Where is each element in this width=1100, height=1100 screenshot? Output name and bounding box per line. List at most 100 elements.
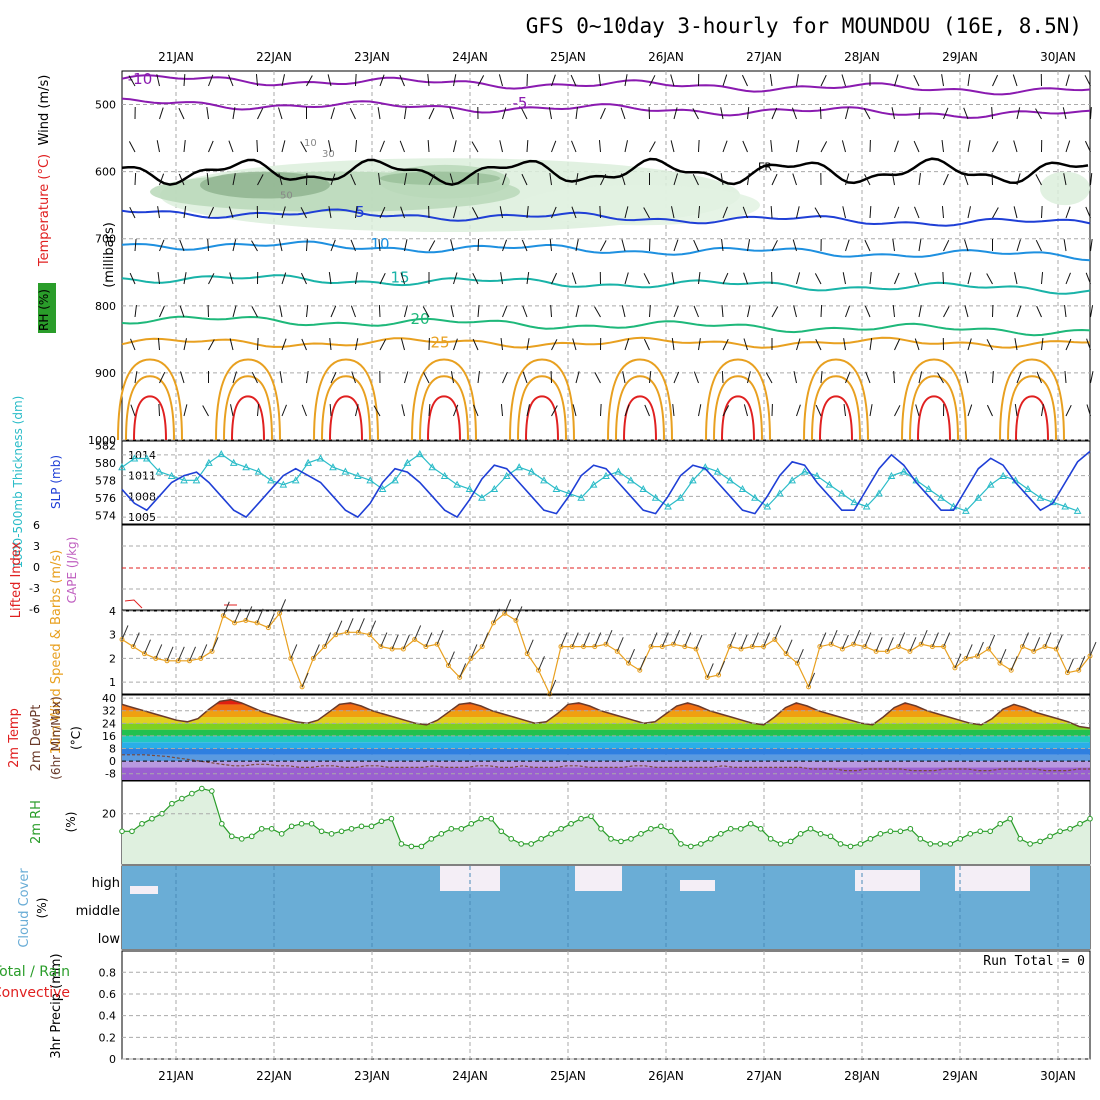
rh-point <box>668 828 674 835</box>
thickness-point <box>1061 502 1070 510</box>
wind-speed-point <box>1008 667 1014 673</box>
wind-barb <box>399 140 405 153</box>
rh-shading <box>520 185 760 226</box>
thickness-point <box>875 489 883 497</box>
wind-barb <box>815 338 822 351</box>
thickness-point <box>775 489 784 497</box>
thickness-point <box>626 476 635 484</box>
wind-barb <box>499 206 503 219</box>
wind-barb <box>1014 338 1018 351</box>
wind-barb <box>436 630 444 645</box>
surface-temp-contour <box>525 395 559 441</box>
wind-speed-point <box>626 660 632 666</box>
y-tick-label: 4 <box>109 605 116 618</box>
wind-barb <box>721 370 724 384</box>
date-label-bottom: 24JAN <box>452 1069 488 1083</box>
wind-barb <box>670 74 675 87</box>
surface-temp-contour <box>901 358 967 441</box>
rh-point <box>258 825 265 832</box>
surface-temp-contour <box>223 375 273 441</box>
wind-barb <box>257 404 260 417</box>
wind-barb <box>765 372 773 384</box>
wind-speed-point <box>355 629 361 635</box>
rh-point <box>388 815 395 822</box>
cloud-level-label: middle <box>76 904 120 919</box>
wind-barb <box>447 651 455 666</box>
wind-barb <box>575 239 579 252</box>
wind-barb <box>256 139 258 153</box>
wind-barb <box>134 172 137 186</box>
wind-barb <box>335 620 343 635</box>
cloud-unit-label: (%) <box>35 898 49 919</box>
wind-barb <box>769 74 773 87</box>
wind-barb <box>843 404 846 417</box>
wind-barb <box>693 305 699 318</box>
rh-point <box>268 825 275 832</box>
wind-barb <box>551 140 557 153</box>
wind-barb <box>571 272 577 285</box>
rh-point <box>1057 828 1063 835</box>
thickness-point <box>763 502 772 510</box>
wind-barb <box>886 637 894 652</box>
wind-barb <box>202 405 209 417</box>
rh-point <box>119 828 125 835</box>
thickness-point <box>353 471 362 479</box>
wind-speed-point <box>310 655 316 661</box>
high-cloud-block <box>955 866 1030 891</box>
wind-barb <box>967 338 972 351</box>
wind-barb <box>129 206 136 219</box>
temp-band <box>122 704 1090 711</box>
wind-barb <box>278 107 283 120</box>
isotherm-label: 25 <box>430 334 449 352</box>
thickness-point <box>527 467 536 475</box>
wind-barb <box>819 106 822 120</box>
wind-barb <box>1014 272 1018 285</box>
wind-barb <box>327 74 332 87</box>
rh-point <box>737 825 744 832</box>
minmax-axis-label: (6hr Min/Max) <box>49 696 63 780</box>
wind-barb <box>616 637 624 652</box>
wind-barb <box>1065 272 1071 285</box>
wind-barb <box>1065 206 1071 219</box>
thickness-axis-label: 1000-500mb Thickness (dm) <box>11 396 25 569</box>
wind-speed-point <box>918 641 924 647</box>
isotherm-label: 10 <box>370 235 389 253</box>
wind-barb <box>913 74 920 87</box>
surface-temp-contour <box>721 395 755 441</box>
wind-barb <box>722 140 728 153</box>
rh-point <box>358 823 365 830</box>
wind-speed-point <box>862 644 868 650</box>
wind-barb <box>228 74 234 87</box>
wind-barb <box>470 644 478 659</box>
wind-barb <box>841 74 846 87</box>
wind-barb <box>1016 371 1022 384</box>
wind-barb <box>796 140 800 153</box>
wind-barb <box>549 173 552 186</box>
wind-barb <box>892 239 895 252</box>
thickness-point <box>1073 506 1082 514</box>
wind-barb <box>481 632 489 647</box>
thickness-point <box>267 476 275 484</box>
wind-barb <box>1063 173 1067 186</box>
thickness-point <box>738 485 747 493</box>
wind-barb <box>722 272 729 285</box>
y-tick-label: 1 <box>109 676 116 689</box>
wind-barb <box>1035 174 1042 186</box>
rh-point <box>169 800 175 807</box>
rh-point <box>488 815 495 822</box>
y-tick-label: 0 <box>33 561 40 574</box>
rh-point <box>548 831 554 837</box>
wind-barb <box>965 644 973 659</box>
wind-barb <box>1016 305 1022 318</box>
precip-convective-label: Convective <box>0 985 70 1001</box>
rh-point <box>228 833 235 840</box>
y-tick-label: 600 <box>95 166 116 179</box>
wind-barb <box>1010 656 1018 671</box>
wind-barb <box>526 404 530 417</box>
wind-barb <box>747 107 750 120</box>
y-tick-label: -6 <box>29 603 40 616</box>
thickness-point <box>428 463 437 471</box>
wind-barb <box>232 173 236 186</box>
wind-barb <box>624 404 630 417</box>
wind-barb <box>1089 641 1097 657</box>
